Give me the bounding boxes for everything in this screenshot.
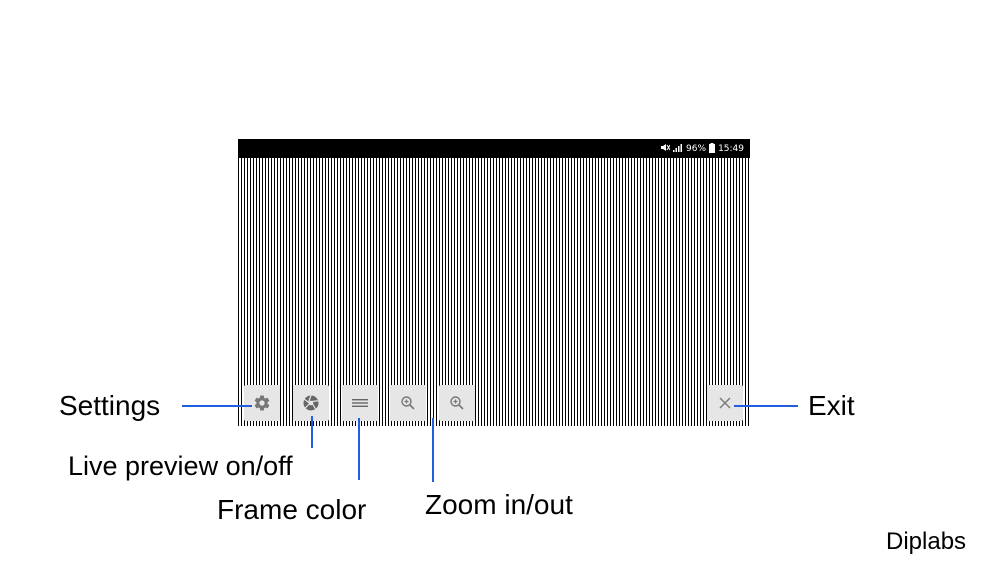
phone-screen: 96% 15:49 <box>238 139 750 426</box>
battery-percent: 96% <box>686 143 707 154</box>
live-preview-button[interactable] <box>293 385 329 421</box>
settings-label: Settings <box>59 390 161 421</box>
mute-icon <box>660 143 671 154</box>
brand-label: Diplabs <box>886 528 967 555</box>
zoom-in-icon <box>400 395 416 411</box>
aperture-icon <box>302 394 320 412</box>
close-icon <box>718 396 732 410</box>
frame-color-callout-line <box>358 418 360 480</box>
frame-color-label: Frame color <box>217 494 367 525</box>
zoom-out-icon <box>449 395 465 411</box>
status-time: 15:49 <box>718 143 744 154</box>
zoom-in-button[interactable] <box>390 385 426 421</box>
settings-callout-line <box>182 405 252 407</box>
battery-icon <box>709 142 716 155</box>
zoom-callout-line <box>432 418 434 482</box>
exit-callout-line <box>734 405 798 407</box>
menu-icon <box>351 396 369 410</box>
settings-button[interactable] <box>244 385 280 421</box>
zoom-out-button[interactable] <box>439 385 475 421</box>
frame-color-button[interactable] <box>342 385 378 421</box>
live-preview-callout-line <box>311 416 313 448</box>
test-pattern <box>238 158 750 426</box>
zoom-label: Zoom in/out <box>425 489 573 520</box>
live-preview-label: Live preview on/off <box>68 451 293 481</box>
exit-label: Exit <box>808 390 855 421</box>
status-bar: 96% 15:49 <box>238 139 750 158</box>
exit-button[interactable] <box>707 385 743 421</box>
signal-icon <box>673 143 683 154</box>
gear-icon <box>253 394 271 412</box>
